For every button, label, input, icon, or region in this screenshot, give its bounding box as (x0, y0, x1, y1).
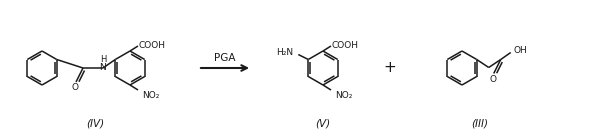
Text: (IV): (IV) (86, 119, 104, 129)
Text: O: O (514, 46, 521, 55)
Text: H: H (100, 55, 106, 64)
Text: H: H (519, 46, 526, 55)
Text: O: O (71, 84, 79, 92)
Text: +: + (384, 61, 397, 75)
Text: (III): (III) (472, 119, 489, 129)
Text: PGA: PGA (214, 53, 236, 63)
Text: NO₂: NO₂ (142, 92, 160, 101)
Text: NO₂: NO₂ (335, 92, 352, 101)
Text: H₂N: H₂N (276, 48, 293, 57)
Text: COOH: COOH (139, 41, 166, 50)
Text: (V): (V) (316, 119, 330, 129)
Text: O: O (489, 75, 496, 84)
Text: COOH: COOH (332, 41, 359, 50)
Text: N: N (99, 63, 106, 72)
